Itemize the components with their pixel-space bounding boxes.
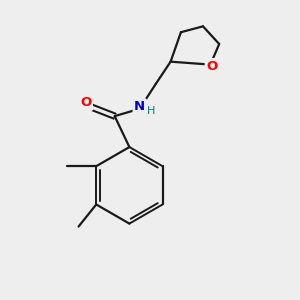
Text: O: O bbox=[80, 96, 92, 110]
Text: N: N bbox=[134, 100, 145, 113]
Text: H: H bbox=[147, 106, 155, 116]
Text: O: O bbox=[206, 60, 218, 73]
